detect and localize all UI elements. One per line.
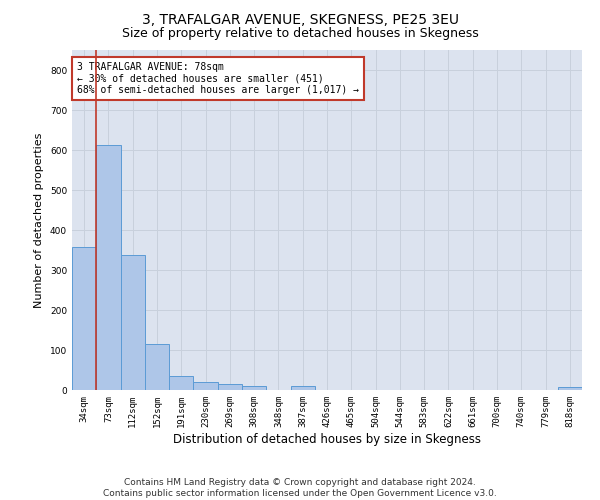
Y-axis label: Number of detached properties: Number of detached properties [34,132,44,308]
Bar [121,255,145,390]
Bar [96,145,121,390]
Bar [218,384,242,390]
Bar [558,387,582,390]
Bar [242,386,266,390]
Bar [169,376,193,390]
Bar [145,344,169,390]
X-axis label: Distribution of detached houses by size in Skegness: Distribution of detached houses by size … [173,432,481,446]
Text: 3 TRAFALGAR AVENUE: 78sqm
← 30% of detached houses are smaller (451)
68% of semi: 3 TRAFALGAR AVENUE: 78sqm ← 30% of detac… [77,62,359,95]
Text: Size of property relative to detached houses in Skegness: Size of property relative to detached ho… [122,28,478,40]
Bar [193,382,218,390]
Bar [290,386,315,390]
Bar [72,247,96,390]
Text: Contains HM Land Registry data © Crown copyright and database right 2024.
Contai: Contains HM Land Registry data © Crown c… [103,478,497,498]
Text: 3, TRAFALGAR AVENUE, SKEGNESS, PE25 3EU: 3, TRAFALGAR AVENUE, SKEGNESS, PE25 3EU [142,12,458,26]
